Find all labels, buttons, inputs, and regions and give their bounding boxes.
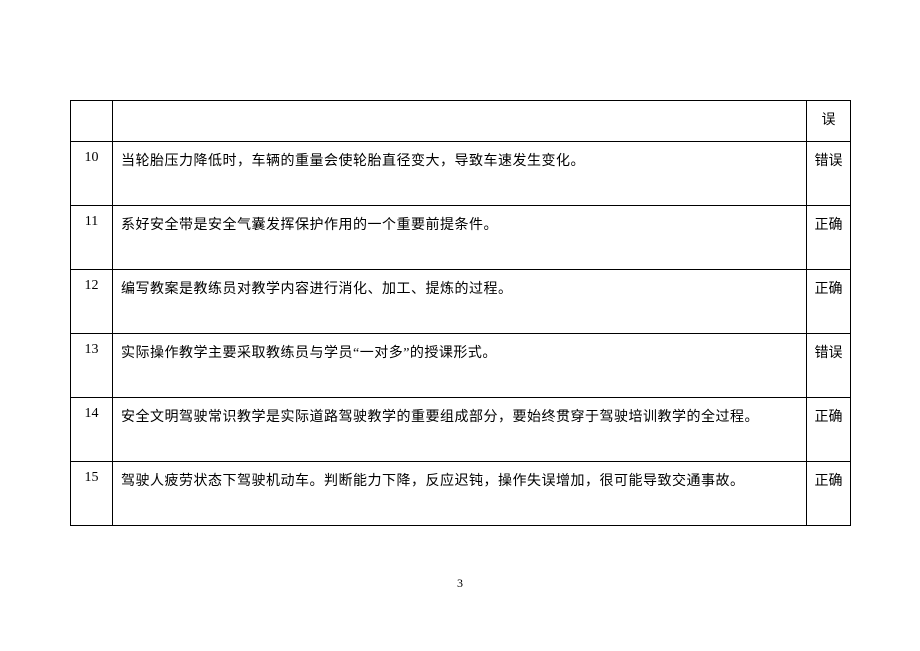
cell-answer: 错误 [807, 142, 850, 182]
table-row: 14 安全文明驾驶常识教学是实际道路驾驶教学的重要组成部分，要始终贯穿于驾驶培训… [71, 398, 851, 462]
cell-question: 驾驶人疲劳状态下驾驶机动车。判断能力下降，反应迟钝，操作失误增加，很可能导致交通… [113, 462, 806, 502]
table-row: 11 系好安全带是安全气囊发挥保护作用的一个重要前提条件。 正确 [71, 206, 851, 270]
cell-number: 14 [71, 398, 112, 421]
table-row: 12 编写教案是教练员对教学内容进行消化、加工、提炼的过程。 正确 [71, 270, 851, 334]
cell-question: 系好安全带是安全气囊发挥保护作用的一个重要前提条件。 [113, 206, 806, 246]
cell-question [113, 101, 806, 109]
cell-number: 15 [71, 462, 112, 485]
cell-question: 安全文明驾驶常识教学是实际道路驾驶教学的重要组成部分，要始终贯穿于驾驶培训教学的… [113, 398, 806, 438]
cell-answer: 误 [807, 101, 850, 141]
cell-number: 11 [71, 206, 112, 229]
cell-answer: 正确 [807, 206, 850, 246]
table-row: 13 实际操作教学主要采取教练员与学员“一对多”的授课形式。 错误 [71, 334, 851, 398]
cell-question: 当轮胎压力降低时，车辆的重量会使轮胎直径变大，导致车速发生变化。 [113, 142, 806, 182]
cell-number: 10 [71, 142, 112, 165]
cell-question: 编写教案是教练员对教学内容进行消化、加工、提炼的过程。 [113, 270, 806, 310]
cell-number: 12 [71, 270, 112, 293]
cell-number [71, 101, 112, 110]
table-row: 10 当轮胎压力降低时，车辆的重量会使轮胎直径变大，导致车速发生变化。 错误 [71, 142, 851, 206]
table-container: 误 10 当轮胎压力降低时，车辆的重量会使轮胎直径变大，导致车速发生变化。 错误… [70, 100, 850, 526]
document-page: 误 10 当轮胎压力降低时，车辆的重量会使轮胎直径变大，导致车速发生变化。 错误… [0, 0, 920, 651]
cell-answer: 错误 [807, 334, 850, 374]
question-table: 误 10 当轮胎压力降低时，车辆的重量会使轮胎直径变大，导致车速发生变化。 错误… [70, 100, 851, 526]
cell-question: 实际操作教学主要采取教练员与学员“一对多”的授课形式。 [113, 334, 806, 374]
table-row: 15 驾驶人疲劳状态下驾驶机动车。判断能力下降，反应迟钝，操作失误增加，很可能导… [71, 462, 851, 526]
cell-answer: 正确 [807, 270, 850, 310]
page-number: 3 [0, 576, 920, 591]
cell-answer: 正确 [807, 398, 850, 438]
table-row: 误 [71, 101, 851, 142]
cell-answer: 正确 [807, 462, 850, 502]
cell-number: 13 [71, 334, 112, 357]
